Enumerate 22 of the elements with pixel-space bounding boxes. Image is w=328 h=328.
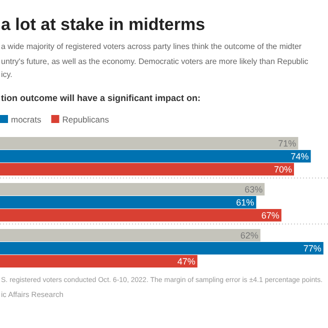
data-label: 67% — [261, 210, 280, 221]
bar — [0, 196, 256, 208]
legend-label: mocrats — [11, 114, 42, 124]
data-label: 74% — [290, 152, 309, 162]
bar — [0, 183, 265, 196]
data-label: 47% — [177, 256, 196, 267]
data-label: 71% — [278, 138, 296, 149]
text: a wide majority of registered voters across party lines think the outcome of the midter untry's future, as well as the economy. Democratic voters are more likely than Republic icy. tion outcome will have a significant impact on: — [1, 42, 308, 103]
legend-label: Republicans — [62, 114, 110, 124]
bar — [0, 163, 294, 176]
bar — [0, 150, 311, 162]
bar — [0, 229, 260, 242]
data-label: 62% — [240, 230, 258, 241]
chart-title: a lot at stake in midterms — [1, 15, 206, 34]
data-label: 61% — [236, 198, 254, 208]
data-label: 70% — [274, 164, 292, 175]
bar — [0, 209, 282, 222]
data-label: 77% — [303, 244, 322, 254]
bar — [0, 255, 198, 268]
data-label: 63% — [244, 184, 263, 195]
bar — [0, 137, 298, 150]
bar — [0, 242, 324, 254]
